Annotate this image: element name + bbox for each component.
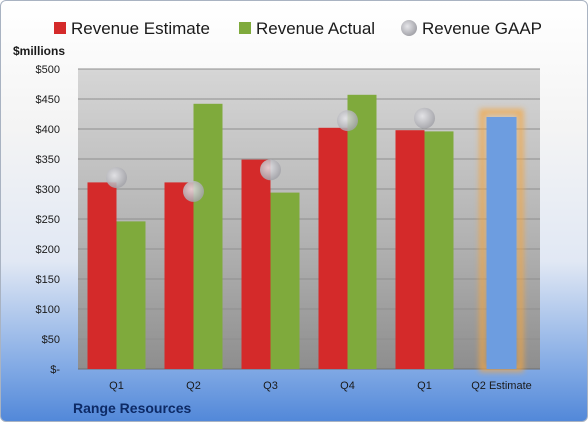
x-tick-label: Q3 bbox=[263, 380, 278, 392]
legend: Revenue Estimate Revenue Actual Revenue … bbox=[54, 19, 542, 38]
legend-item-revenue-actual: Revenue Actual bbox=[239, 19, 375, 38]
y-tick-label: $400 bbox=[36, 124, 60, 136]
y-tick-label: $150 bbox=[36, 274, 60, 286]
legend-marker-revenue-gaap bbox=[401, 20, 417, 36]
gaap-marker bbox=[106, 167, 127, 189]
bar-revenue-actual bbox=[116, 221, 146, 369]
y-axis-ticks: $- $50 $100 $150 $200 $250 $300 $350 $400 $450 $50… bbox=[36, 64, 61, 376]
gaap-marker bbox=[260, 159, 281, 181]
gaap-marker bbox=[337, 110, 358, 132]
y-tick-label: $500 bbox=[36, 64, 60, 76]
legend-item-revenue-estimate: Revenue Estimate bbox=[54, 19, 210, 38]
x-tick-label: Q2 Estimate bbox=[471, 380, 532, 392]
legend-item-revenue-gaap: Revenue GAAP bbox=[401, 19, 542, 38]
gaap-marker bbox=[414, 107, 435, 129]
x-axis-ticks: Q1 Q2 Q3 Q4 Q1 Q2 Estimate bbox=[109, 380, 532, 392]
legend-label-revenue-actual: Revenue Actual bbox=[256, 19, 375, 38]
bar-revenue-actual bbox=[347, 94, 377, 370]
y-tick-label: $- bbox=[50, 364, 60, 376]
bar-revenue-estimate bbox=[395, 130, 425, 369]
y-tick-label: $450 bbox=[36, 94, 60, 106]
bars bbox=[87, 94, 524, 372]
legend-label-revenue-estimate: Revenue Estimate bbox=[71, 19, 210, 38]
gaap-marker bbox=[183, 180, 204, 202]
y-tick-label: $350 bbox=[36, 154, 60, 166]
company-name: Range Resources bbox=[73, 400, 191, 416]
y-tick-label: $250 bbox=[36, 214, 60, 226]
legend-label-revenue-gaap: Revenue GAAP bbox=[422, 19, 542, 38]
x-tick-label: Q1 bbox=[109, 380, 124, 392]
y-tick-label: $300 bbox=[36, 184, 60, 196]
bar-revenue-actual bbox=[193, 103, 223, 370]
bar-revenue-estimate bbox=[318, 127, 348, 369]
x-tick-label: Q1 bbox=[417, 380, 432, 392]
gridlines bbox=[78, 68, 540, 370]
legend-swatch-revenue-estimate bbox=[54, 22, 66, 34]
gaap-markers bbox=[106, 107, 435, 202]
y-tick-label: $200 bbox=[36, 244, 60, 256]
bar-revenue-estimate bbox=[87, 182, 117, 369]
y-tick-label: $100 bbox=[36, 304, 60, 316]
bar-revenue-actual bbox=[270, 192, 300, 369]
x-tick-label: Q4 bbox=[340, 380, 355, 392]
y-axis-unit-label: $millions bbox=[13, 44, 65, 58]
y-tick-label: $50 bbox=[42, 334, 60, 346]
bar-revenue-estimate bbox=[164, 182, 194, 369]
bar-revenue-actual bbox=[424, 131, 454, 369]
bar-revenue-estimate-forecast bbox=[486, 117, 517, 369]
bar-revenue-estimate bbox=[241, 159, 271, 369]
x-tick-label: Q2 bbox=[186, 380, 201, 392]
legend-swatch-revenue-actual bbox=[239, 22, 251, 34]
